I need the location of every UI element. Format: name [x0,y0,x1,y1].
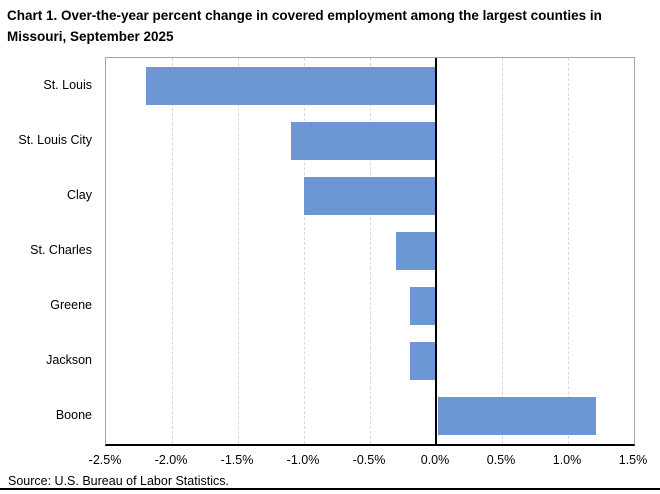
gridline [501,58,503,444]
x-tick-label: -1.5% [220,453,254,467]
x-tick-label: -2.5% [88,453,122,467]
category-label: Clay [66,187,92,202]
category-label: Greene [50,298,92,313]
gridline [369,58,371,444]
x-tick-label: -2.0% [154,453,188,467]
chart-title: Chart 1. Over-the-year percent change in… [7,8,602,44]
category-label: Boone [55,408,92,423]
x-tick-label: 0.5% [486,453,516,467]
gridline [567,58,569,444]
bottom-divider [0,488,660,490]
gridline [171,58,173,444]
category-label: Jackson [46,353,92,368]
x-tick-label: -0.5% [352,453,386,467]
gridline [237,58,239,444]
bar [290,121,436,160]
category-label: St. Charles [30,243,92,257]
x-tick-label: -1.0% [286,453,320,467]
bar [437,397,596,436]
x-tick-label: 0.0% [420,453,450,467]
plot-area [105,57,635,446]
category-label: St. Louis City [18,132,92,147]
bar [409,287,436,326]
bar [396,232,436,270]
bar [304,176,436,215]
bar [409,342,436,381]
x-tick-label: 1.0% [552,453,582,467]
bar [145,66,436,105]
x-tick-label: 1.5% [618,453,648,467]
category-label: St. Louis [43,77,92,92]
gridline [303,58,305,444]
zero-axis-line [435,58,437,444]
source-note: Source: U.S. Bureau of Labor Statistics. [8,474,229,488]
